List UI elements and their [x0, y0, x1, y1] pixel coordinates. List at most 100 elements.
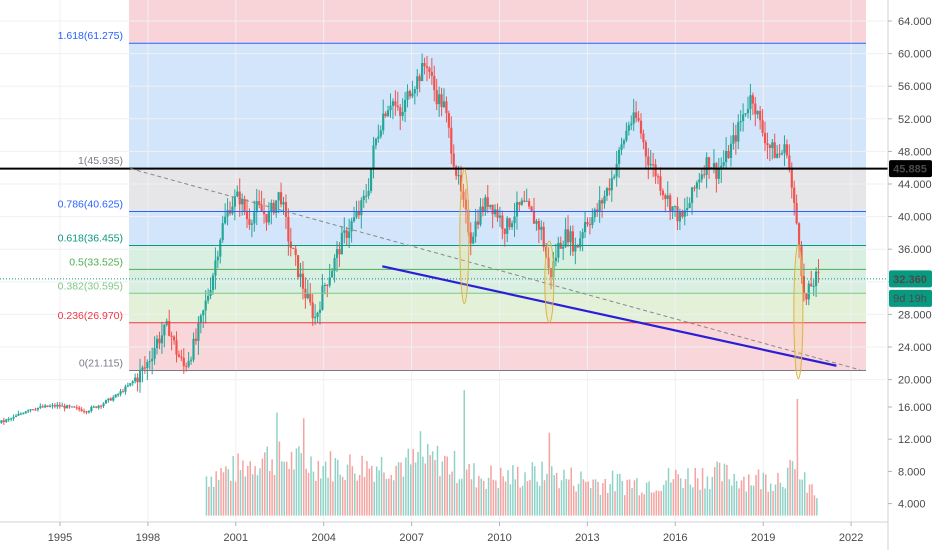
- volume-bar: [728, 479, 731, 516]
- volume-bar: [434, 460, 436, 516]
- dashed-trendline[interactable]: [130, 168, 861, 371]
- volume-bar: [529, 479, 531, 516]
- candle-body: [267, 211, 271, 223]
- candle-body: [554, 257, 557, 262]
- candle-body: [348, 231, 351, 238]
- volume-bar: [558, 488, 560, 516]
- volume-bar: [349, 454, 351, 516]
- candle-body: [571, 231, 574, 252]
- candle-body: [389, 105, 392, 111]
- candle-body: [73, 406, 76, 408]
- candle-body: [491, 204, 494, 215]
- candle-body: [435, 90, 438, 105]
- price-tick-label: 64.000: [898, 16, 932, 28]
- candle-body: [766, 143, 769, 146]
- candle-body: [549, 268, 553, 278]
- price-tick-label: 20.000: [898, 375, 932, 387]
- candle-body: [593, 209, 596, 218]
- volume-bar: [470, 479, 473, 516]
- volume-bar: [628, 479, 631, 516]
- volume-bar: [431, 451, 434, 516]
- candle-body: [299, 273, 302, 278]
- volume-bar: [662, 484, 665, 516]
- candle-body: [725, 151, 728, 163]
- volume-bar: [232, 456, 234, 516]
- volume-bar: [375, 466, 378, 516]
- volume-bar: [645, 482, 648, 516]
- volume-bar: [692, 487, 694, 516]
- candle-body: [627, 125, 630, 131]
- candle-body: [452, 153, 455, 167]
- volume-bar: [675, 469, 677, 516]
- volume-bar: [682, 488, 684, 516]
- candle-body: [562, 246, 565, 249]
- volume-bar: [507, 470, 509, 516]
- volume-bar: [643, 494, 645, 516]
- candle-body: [177, 354, 181, 357]
- volume-bar: [779, 482, 782, 516]
- volume-bar: [755, 474, 757, 516]
- time-tick-label: 2019: [751, 532, 775, 544]
- candle-body: [676, 206, 679, 222]
- highlight-ellipse[interactable]: [544, 240, 555, 324]
- volume-bar: [723, 463, 726, 516]
- candle-body: [340, 232, 343, 255]
- volume-bar: [799, 479, 801, 516]
- candle-body: [270, 202, 273, 212]
- candle-body: [124, 386, 127, 392]
- candle-body: [591, 217, 594, 225]
- candle-body: [598, 200, 601, 212]
- time-tick-label: 2022: [839, 532, 863, 544]
- volume-bar: [380, 457, 383, 516]
- volume-bar: [560, 480, 563, 516]
- volume-bar: [329, 451, 332, 516]
- volume-bar: [346, 464, 349, 516]
- volume-bar: [395, 465, 397, 516]
- volume-bar: [337, 459, 339, 516]
- highlight-ellipse[interactable]: [459, 168, 470, 305]
- candle-body: [537, 221, 540, 230]
- blue-trendline[interactable]: [382, 265, 837, 367]
- highlight-ellipse[interactable]: [793, 243, 804, 380]
- candle-body: [411, 93, 414, 97]
- candle-body: [2, 420, 5, 422]
- volume-bar: [424, 463, 427, 516]
- candle-body: [58, 404, 61, 407]
- candle-body: [440, 94, 443, 108]
- fib-label: 0.382(30.595): [58, 280, 123, 292]
- candle-body: [216, 256, 219, 261]
- candle-body: [219, 240, 222, 257]
- candle-body: [233, 196, 236, 207]
- candle-body: [530, 206, 533, 211]
- candle-body: [29, 409, 32, 411]
- volume-bar: [344, 479, 346, 516]
- candle-body: [472, 236, 475, 244]
- candle-body: [355, 211, 358, 218]
- volume-bar: [368, 468, 371, 516]
- volume-bar: [531, 462, 534, 516]
- volume-bar: [465, 469, 468, 516]
- time-tick-label: 1998: [136, 532, 160, 544]
- volume-bar: [575, 491, 577, 516]
- volume-bar: [249, 461, 251, 516]
- candle-body: [321, 285, 324, 310]
- volume-bar: [716, 461, 718, 516]
- volume-bar: [392, 480, 395, 516]
- candle-body: [469, 232, 472, 244]
- candle-body: [78, 407, 81, 410]
- candle-body: [311, 302, 314, 319]
- volume-bar: [446, 456, 448, 516]
- candle-body: [596, 209, 599, 212]
- volume-bar: [256, 475, 259, 516]
- volume-bar: [765, 474, 767, 516]
- candle-body: [318, 309, 322, 313]
- volume-bar: [512, 465, 514, 516]
- candle-body: [248, 219, 251, 225]
- fib-label: 1.618(61.275): [58, 30, 123, 42]
- candle-body: [625, 130, 628, 141]
- candle-body: [712, 163, 716, 169]
- volume-bar: [351, 466, 354, 516]
- candle-body: [17, 413, 20, 416]
